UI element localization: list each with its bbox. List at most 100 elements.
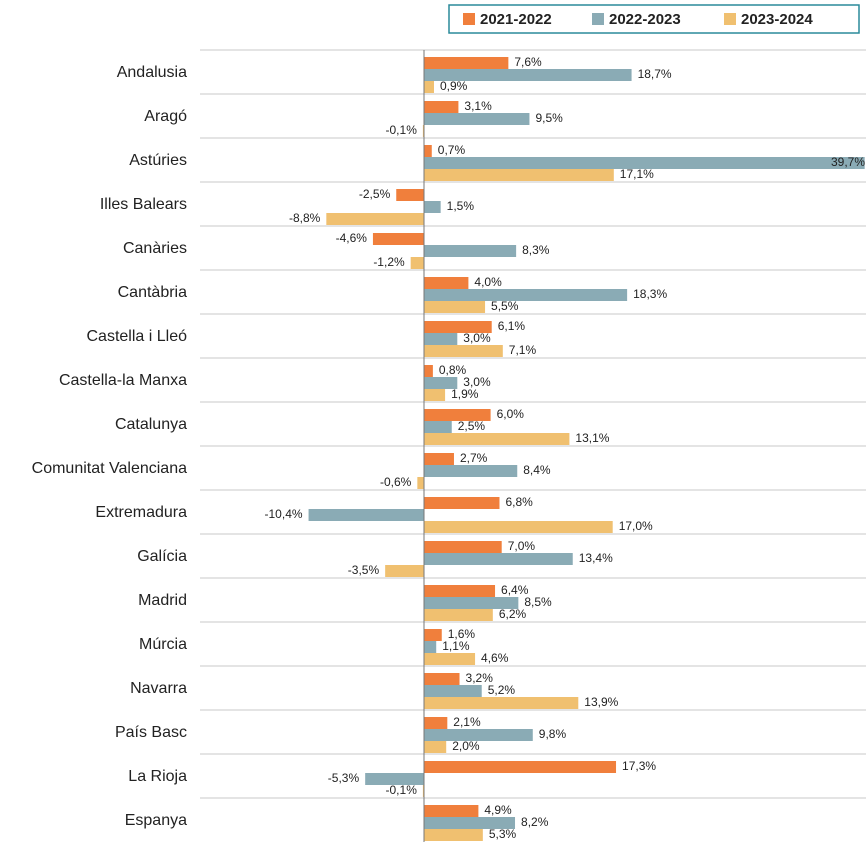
value-label: -10,4% [265, 507, 303, 521]
bar [385, 565, 424, 577]
value-label: 7,6% [514, 55, 542, 69]
bar [424, 201, 441, 213]
legend-box [448, 4, 860, 34]
value-label: 6,4% [501, 583, 529, 597]
bar [424, 541, 502, 553]
bar [372, 233, 424, 245]
value-label: 5,3% [489, 827, 517, 841]
value-label: 3,0% [463, 331, 491, 345]
value-label: -1,2% [373, 255, 405, 269]
bar [424, 301, 486, 313]
value-label: 13,4% [579, 551, 613, 565]
category-label: Aragó [144, 108, 187, 125]
category-label: La Rioja [128, 768, 187, 785]
bar [365, 773, 424, 785]
bar [424, 521, 613, 533]
value-label: 3,1% [464, 99, 492, 113]
bar [424, 585, 496, 597]
bar [424, 741, 447, 753]
category-label: Madrid [138, 592, 187, 609]
bar [424, 113, 530, 125]
value-label: 4,6% [481, 651, 509, 665]
bar [424, 641, 437, 653]
legend-swatch [592, 13, 604, 25]
value-label: -0,1% [386, 783, 418, 797]
category-label: Extremadura [95, 504, 187, 521]
value-label: 4,9% [484, 803, 512, 817]
bar [424, 365, 433, 377]
category-label: Espanya [125, 812, 187, 829]
value-label: 1,1% [442, 639, 470, 653]
legend-label: 2023-2024 [741, 11, 813, 28]
category-label: Castella i Lleó [87, 328, 188, 345]
bar [424, 333, 458, 345]
value-label: 7,1% [509, 343, 537, 357]
value-label: 6,0% [497, 407, 525, 421]
bar [424, 157, 865, 169]
legend-label: 2022-2023 [609, 11, 681, 28]
bar [424, 697, 579, 709]
value-label: 8,3% [522, 243, 550, 257]
bar [424, 673, 460, 685]
value-label: -8,8% [289, 211, 321, 225]
bar [424, 245, 517, 257]
bar [308, 509, 424, 521]
value-label: 2,0% [452, 739, 480, 753]
value-label: 0,8% [439, 363, 467, 377]
bar [424, 553, 573, 565]
bar [424, 421, 452, 433]
value-label: 3,2% [466, 671, 494, 685]
bar [424, 169, 614, 181]
bar [424, 345, 503, 357]
bar [424, 101, 459, 113]
value-label: 6,2% [499, 607, 527, 621]
category-label: Cantàbria [118, 284, 187, 301]
value-label: 8,5% [524, 595, 552, 609]
category-label: Múrcia [139, 636, 187, 653]
value-label: 18,7% [638, 67, 672, 81]
value-label: -4,6% [336, 231, 368, 245]
value-label: 8,4% [523, 463, 551, 477]
value-label: 9,8% [539, 727, 567, 741]
value-label: -0,6% [380, 475, 412, 489]
bar [424, 145, 432, 157]
value-label: 5,5% [491, 299, 519, 313]
category-label: Illes Balears [100, 196, 187, 213]
value-label: 7,0% [508, 539, 536, 553]
bar [424, 377, 458, 389]
value-label: 5,2% [488, 683, 516, 697]
legend-label: 2021-2022 [480, 11, 552, 28]
bar [424, 805, 479, 817]
value-label: 8,2% [521, 815, 549, 829]
value-label: 6,8% [505, 495, 533, 509]
value-label: 2,7% [460, 451, 488, 465]
bar [424, 761, 617, 773]
value-label: 17,1% [620, 167, 654, 181]
bar [424, 597, 519, 609]
value-label: 3,0% [463, 375, 491, 389]
legend-swatch [724, 13, 736, 25]
value-label: 2,5% [458, 419, 486, 433]
bar [424, 321, 492, 333]
value-label: 17,0% [619, 519, 653, 533]
category-label: Castella-la Manxa [59, 372, 187, 389]
value-label: 1,6% [448, 627, 476, 641]
bar [326, 213, 424, 225]
bar [424, 277, 469, 289]
value-label: 0,9% [440, 79, 468, 93]
category-label: Andalusia [117, 64, 187, 81]
category-label: Catalunya [115, 416, 187, 433]
bar [424, 497, 500, 509]
value-label: 17,3% [622, 759, 656, 773]
bar [424, 57, 509, 69]
value-label: 13,9% [584, 695, 618, 709]
value-label: 2,1% [453, 715, 481, 729]
value-label: 9,5% [535, 111, 563, 125]
bar [424, 453, 454, 465]
bar [424, 465, 518, 477]
category-label: Navarra [130, 680, 187, 697]
value-label: -3,5% [348, 563, 380, 577]
bar [422, 125, 424, 137]
bar [424, 409, 491, 421]
value-label: 6,1% [498, 319, 526, 333]
